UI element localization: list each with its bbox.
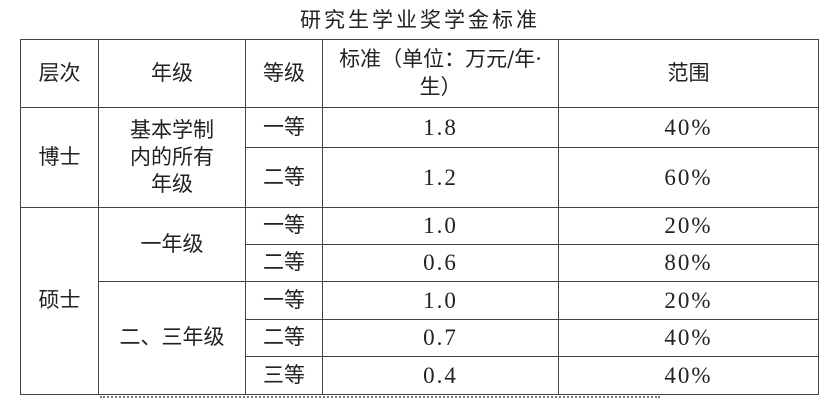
ratio-cell: 20%: [558, 207, 819, 245]
level-cell: 博士: [20, 107, 99, 208]
header-ratio: 范围: [558, 39, 819, 108]
cropped-text-remnant: [100, 396, 660, 406]
ratio-cell: 40%: [558, 356, 819, 395]
ratio-cell: 60%: [558, 147, 819, 208]
tier-cell: 二等: [245, 147, 323, 208]
tier-cell: 一等: [245, 281, 323, 320]
amount-cell: 0.7: [322, 319, 559, 357]
amount-cell: 1.2: [322, 147, 559, 208]
header-grade: 年级: [98, 39, 246, 108]
header-level: 层次: [20, 39, 99, 108]
ratio-cell: 40%: [558, 319, 819, 357]
grade-cell: 一年级: [98, 207, 246, 282]
amount-cell: 1.0: [322, 207, 559, 245]
table-row: 三等 0.4 40%: [21, 356, 819, 395]
amount-cell: 1.0: [322, 281, 559, 320]
header-row: 层次 年级 等级 标准（单位：万元/年·生） 范围: [20, 39, 819, 108]
table-row: 博士 基本学制内的所有年级 一等 1.8 40%: [20, 107, 819, 208]
tier-cell: 一等: [245, 107, 323, 148]
header-amount: 标准（单位：万元/年·生）: [322, 39, 559, 108]
amount-cell: 0.6: [322, 244, 559, 282]
ratio-cell: 20%: [558, 281, 819, 320]
scholarship-table: 层次 年级 等级 标准（单位：万元/年·生） 范围 博士 基本学制内的所有年级 …: [20, 39, 819, 395]
table-title: 研究生学业奖学金标准: [300, 8, 540, 32]
ratio-cell: 80%: [558, 244, 819, 282]
tier-cell: 二等: [245, 244, 323, 282]
table-row: 硕士 一年级 一等 1.0 20%: [20, 207, 819, 395]
grade-cell: 二、三年级: [98, 281, 246, 395]
tier-cell: 二等: [245, 319, 323, 357]
amount-cell: 0.4: [322, 356, 559, 395]
level-cell: 硕士: [20, 207, 99, 395]
table-row: 二等 1.2 60%: [21, 147, 819, 208]
tier-cell: 一等: [245, 207, 323, 245]
header-tier: 等级: [245, 39, 323, 108]
table-row: 二、三年级 一等 1.0 20%: [21, 281, 819, 395]
table-row: 二等 0.7 40%: [21, 319, 819, 357]
grade-cell: 基本学制内的所有年级: [98, 107, 246, 208]
tier-cell: 三等: [245, 356, 323, 395]
amount-cell: 1.8: [322, 107, 559, 148]
ratio-cell: 40%: [558, 107, 819, 148]
